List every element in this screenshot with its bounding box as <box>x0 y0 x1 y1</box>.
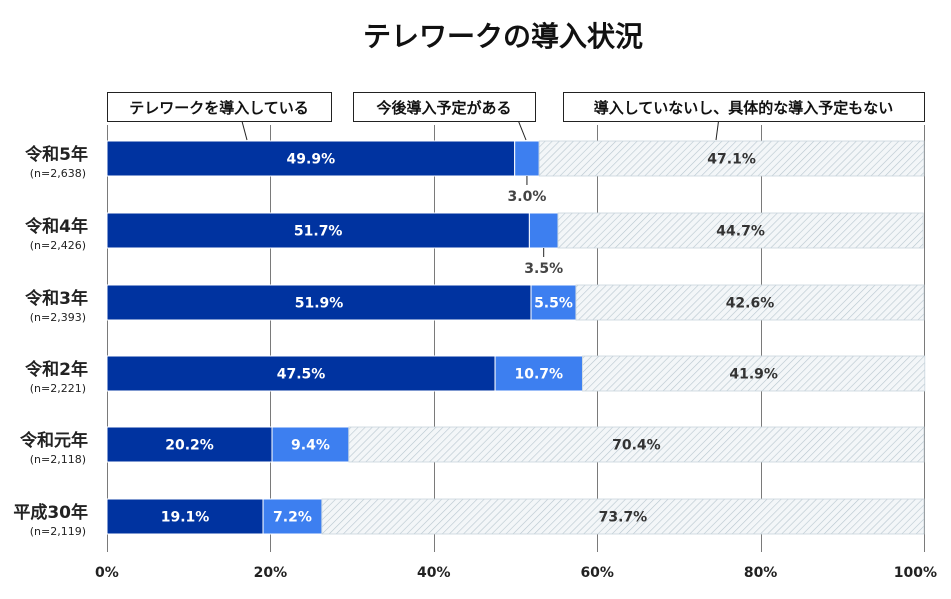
data-label: 5.5% <box>534 296 573 312</box>
category-label: 令和5年 <box>25 144 88 165</box>
sample-size-label: (n=2,393) <box>30 311 86 324</box>
x-tick-label: 40% <box>417 565 451 581</box>
x-tick-label: 60% <box>580 565 614 581</box>
sample-size-label: (n=2,638) <box>30 167 86 180</box>
bar-segment <box>557 212 924 249</box>
gridlines <box>107 125 925 552</box>
data-label: 3.5% <box>524 261 563 277</box>
legend-label: 今後導入予定がある <box>375 99 511 117</box>
bar-segment <box>494 355 583 392</box>
category-label: 平成30年 <box>13 502 88 523</box>
legend-label: テレワークを導入している <box>129 99 309 117</box>
data-label: 44.7% <box>716 224 765 240</box>
sample-size-label: (n=2,426) <box>30 239 86 252</box>
legend-box <box>563 92 925 122</box>
legend-item: 今後導入予定がある <box>353 92 536 141</box>
bar-segment <box>106 498 264 535</box>
data-label: 19.1% <box>161 510 210 526</box>
data-label: 9.4% <box>291 438 330 454</box>
data-label: 42.6% <box>726 296 775 312</box>
category-label: 令和4年 <box>25 216 88 237</box>
x-tick-label: 100% <box>894 565 937 581</box>
bar-segment <box>538 140 925 177</box>
bars: 49.9% 3.0% 47.1% 51.7% 3.5% 44.7% 51.9% 5.5% 42.… <box>106 140 926 535</box>
legend-label: 導入していないし、具体的な導入予定もない <box>594 99 894 117</box>
category-labels: 令和5年 (n=2,638) 令和4年 (n=2,426) 令和3年 (n=2,393) 令… <box>13 144 88 538</box>
sample-size-label: (n=2,221) <box>30 382 86 395</box>
data-label: 51.7% <box>294 224 343 240</box>
bar-segment <box>582 355 926 392</box>
data-label: 70.4% <box>612 438 661 454</box>
bar-segment <box>514 140 540 177</box>
bar-segment <box>321 498 925 535</box>
x-tick-label: 80% <box>744 565 778 581</box>
category-label: 令和2年 <box>25 359 88 380</box>
data-label: 20.2% <box>165 438 214 454</box>
category-label: 令和元年 <box>20 430 88 451</box>
bar-segment <box>262 498 323 535</box>
chart-title: テレワークの導入状況 <box>363 20 643 53</box>
legend: テレワークを導入している 今後導入予定がある 導入していないし、具体的な導入予定もな… <box>107 92 925 141</box>
legend-box <box>353 92 536 122</box>
legend-item: 導入していないし、具体的な導入予定もない <box>563 92 925 141</box>
sample-size-label: (n=2,119) <box>30 525 86 538</box>
legend-box <box>107 92 332 122</box>
bar-segment <box>271 426 350 463</box>
bar-segment <box>530 284 577 321</box>
bar-segment <box>106 140 516 177</box>
bar-segment <box>575 284 925 321</box>
bar-segment <box>106 355 496 392</box>
x-axis-ticks: 0% 20% 40% 60% 80% 100% <box>95 565 937 581</box>
bar-segment <box>106 212 530 249</box>
x-tick-label: 20% <box>254 565 288 581</box>
data-label: 73.7% <box>599 510 648 526</box>
bar-segment <box>528 212 559 249</box>
x-tick-label: 0% <box>95 565 119 581</box>
bar-segment <box>348 426 925 463</box>
data-label: 7.2% <box>273 510 312 526</box>
data-label: 49.9% <box>287 152 336 168</box>
category-label: 令和3年 <box>25 288 88 309</box>
sample-size-label: (n=2,118) <box>30 453 86 466</box>
data-label: 47.1% <box>707 152 756 168</box>
data-label: 10.7% <box>514 367 563 383</box>
data-label: 51.9% <box>295 296 344 312</box>
data-label: 3.0% <box>508 189 547 205</box>
data-label: 41.9% <box>729 367 778 383</box>
data-label: 47.5% <box>277 367 326 383</box>
bar-segment <box>106 426 273 463</box>
legend-item: テレワークを導入している <box>107 92 332 141</box>
